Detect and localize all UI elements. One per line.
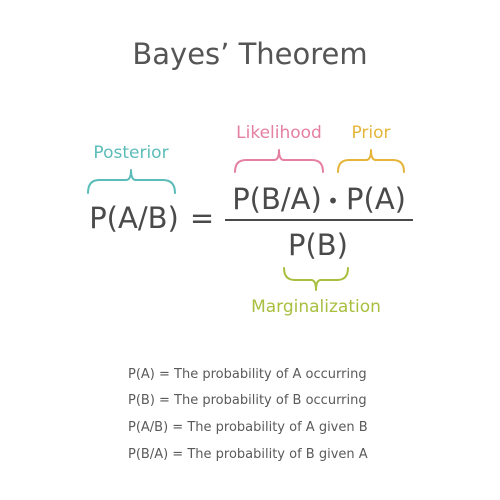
definition-line: P(A) = The probability of A occurring [128, 367, 367, 382]
formula-lhs: P(A/B) [89, 201, 179, 235]
definition-line: P(B/A) = The probability of B given A [128, 447, 368, 462]
definition-line: P(A/B) = The probability of A given B [128, 420, 368, 435]
formula-likelihood-term: P(B/A) [232, 182, 322, 216]
likelihood-label: Likelihood [236, 123, 322, 143]
posterior-brace [87, 169, 176, 194]
prior-label: Prior [351, 123, 390, 143]
formula-equals: = [190, 201, 214, 235]
formula-dot: • [327, 189, 339, 213]
marginalization-label: Marginalization [251, 297, 381, 317]
definition-line: P(B) = The probability of B occurring [128, 393, 367, 408]
likelihood-brace [234, 149, 324, 173]
formula-denominator: P(B) [288, 228, 348, 262]
prior-brace [337, 149, 405, 173]
marginalization-brace [283, 267, 349, 291]
posterior-label: Posterior [93, 143, 168, 163]
diagram-title: Bayes’ Theorem [132, 37, 367, 71]
formula-prior-term: P(A) [346, 182, 406, 216]
